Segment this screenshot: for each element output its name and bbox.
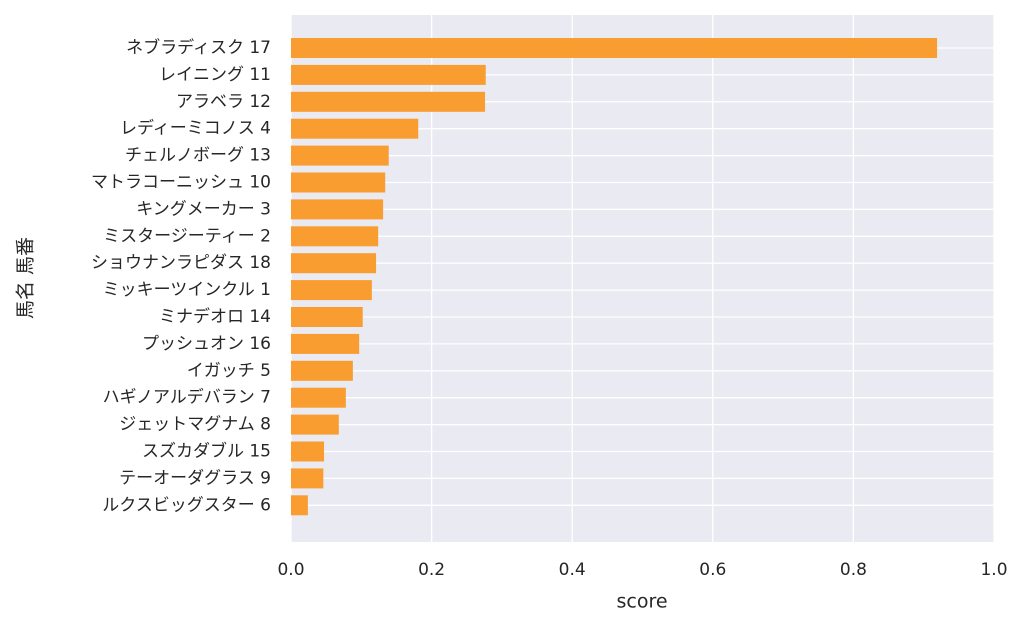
y-tick-label: イガッチ 5 [187, 361, 271, 381]
bar [291, 387, 346, 408]
y-tick-label: テーオーダグラス 9 [119, 468, 271, 488]
y-tick-label: キングメーカー 3 [136, 199, 271, 219]
y-tick-label: アラベラ 12 [176, 92, 271, 112]
bar [291, 360, 353, 381]
y-axis-label: 馬名 馬番 [15, 237, 37, 319]
y-tick-label: プッシュオン 16 [142, 334, 271, 354]
bar [291, 253, 377, 274]
x-tick-label: 0.0 [277, 560, 304, 580]
bar [291, 91, 486, 112]
y-tick-label: ジェットマグナム 8 [119, 415, 271, 435]
y-tick-label: ネブラディスク 17 [126, 37, 271, 58]
bar [291, 333, 360, 354]
y-tick-label: スズカダブル 15 [142, 441, 271, 462]
y-tick-label: ミッキーツインクル 1 [103, 280, 271, 300]
bar [291, 226, 379, 247]
bar [291, 118, 419, 139]
y-tick-label: マトラコーニッシュ 10 [91, 173, 271, 193]
y-tick-label: ミスタージーティー 2 [103, 226, 271, 246]
x-axis-label: score [616, 591, 667, 613]
y-tick-label: ショウナンラピダス 18 [91, 253, 271, 273]
bar [291, 414, 339, 435]
x-tick-label: 0.6 [699, 560, 726, 580]
x-tick-label: 1.0 [980, 560, 1007, 580]
y-tick-label: ミナデオロ 14 [159, 306, 271, 327]
bar [291, 441, 325, 462]
x-tick-label: 0.4 [559, 560, 586, 580]
y-tick-label: レディーミコノス 4 [120, 118, 271, 139]
y-tick-label: ハギノアルデバラン 7 [103, 387, 271, 408]
bar [291, 468, 324, 489]
bar [291, 145, 389, 166]
bar [291, 495, 308, 516]
bar [291, 172, 386, 193]
bar [291, 199, 384, 220]
bar [291, 38, 938, 58]
y-tick-label: レイニング 11 [159, 65, 271, 85]
bar [291, 280, 372, 301]
x-tick-label: 0.8 [840, 560, 867, 580]
bar [291, 64, 486, 85]
y-tick-label: チェルノボーグ 13 [125, 146, 271, 166]
y-tick-label: ルクスビッグスター 6 [102, 495, 271, 515]
bar [291, 307, 363, 327]
x-tick-label: 0.2 [418, 560, 445, 580]
